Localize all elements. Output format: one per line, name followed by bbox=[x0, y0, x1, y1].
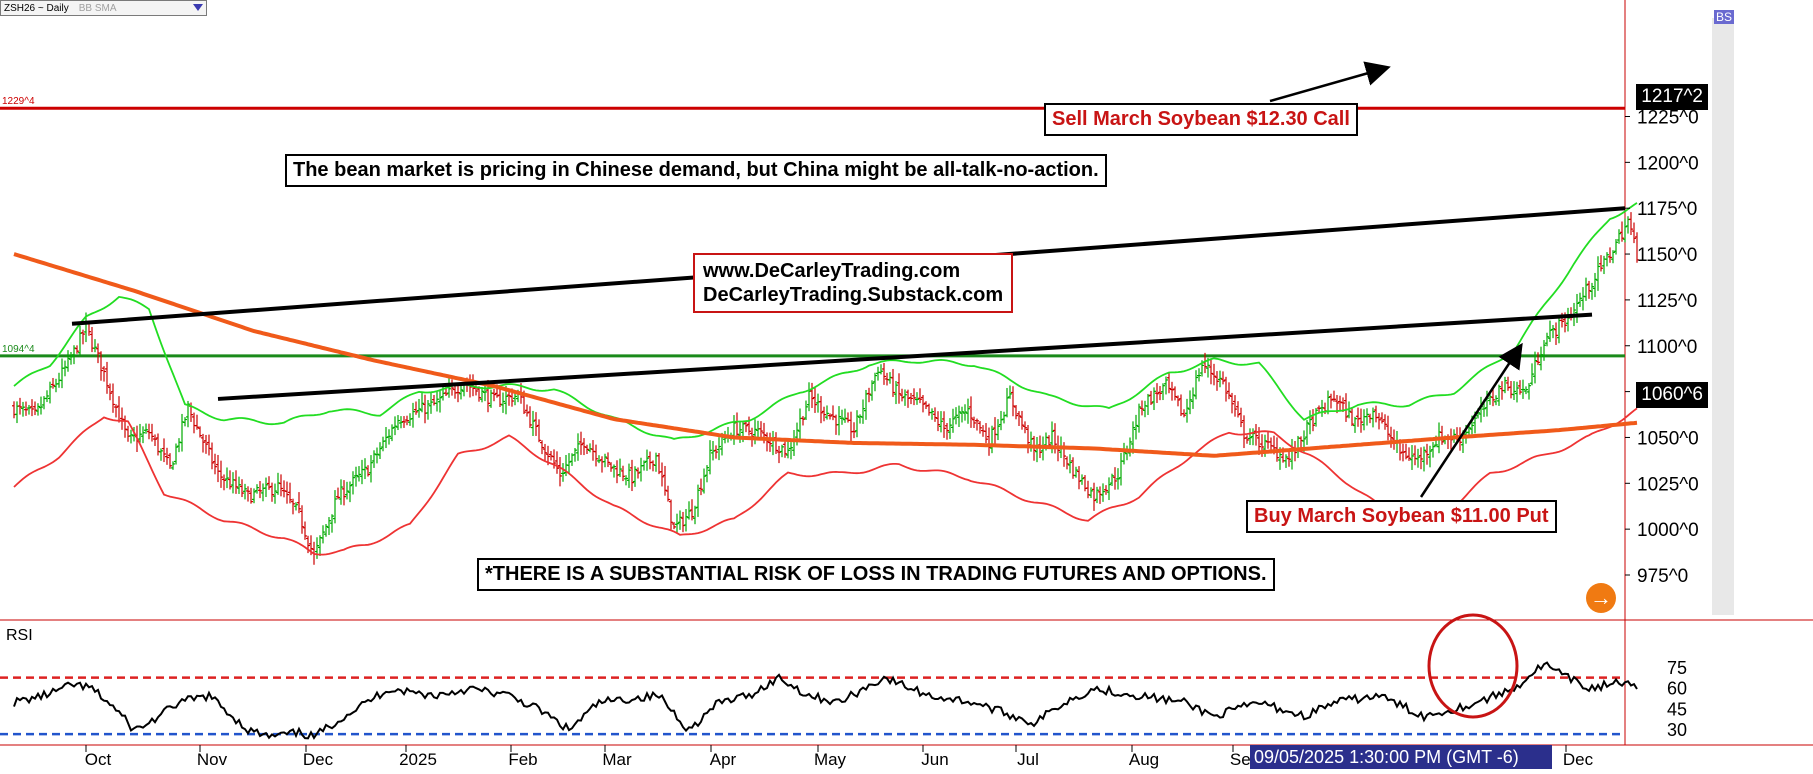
website-box: www.DeCarleyTrading.com DeCarleyTrading.… bbox=[693, 253, 1014, 313]
y-tick-label-10: 1225^0 bbox=[1637, 108, 1699, 129]
sell-call-label: Sell March Soybean $12.30 Call bbox=[1044, 103, 1358, 136]
rsi-tick-label-2: 60 bbox=[1667, 679, 1687, 699]
rsi-tick-label-0: 30 bbox=[1667, 720, 1687, 740]
y-tick-label-8: 1175^0 bbox=[1637, 199, 1697, 220]
x-tick-label-5: Mar bbox=[602, 750, 632, 769]
last-price-tag: 1217^2 bbox=[1636, 84, 1708, 110]
rsi-tick-label-3: 75 bbox=[1667, 658, 1687, 678]
x-tick-label-10: Aug bbox=[1129, 750, 1159, 769]
rsi-tick-label-1: 45 bbox=[1667, 699, 1687, 719]
symbol-label: ZSH26 ~ Daily bbox=[4, 3, 69, 14]
chevron-down-icon[interactable] bbox=[193, 4, 203, 11]
y-tick-label-2: 1025^0 bbox=[1637, 474, 1699, 495]
series-line-sma bbox=[13, 252, 1638, 458]
rsi-panel: RSI bbox=[0, 613, 1638, 740]
x-tick-label-8: Jun bbox=[921, 750, 948, 769]
series-line-bb_lower bbox=[13, 407, 1638, 556]
x-tick-label-2: Dec bbox=[303, 750, 334, 769]
annotation-arrows bbox=[1269, 61, 1523, 498]
scrollbar-track bbox=[1712, 18, 1734, 615]
risk-disclaimer: *THERE IS A SUBSTANTIAL RISK OF LOSS IN … bbox=[477, 558, 1275, 591]
study-lines bbox=[13, 202, 1638, 556]
y-tick-label-0: 975^0 bbox=[1637, 566, 1688, 587]
y-tick-label-1: 1000^0 bbox=[1637, 520, 1699, 541]
website-line-2: DeCarleyTrading.Substack.com bbox=[703, 284, 1004, 306]
arrow-right-icon[interactable]: → bbox=[1586, 583, 1616, 613]
x-tick-label-1: Nov bbox=[197, 750, 228, 769]
study-label: BB SMA bbox=[78, 3, 117, 14]
x-tick-label-6: Apr bbox=[710, 750, 737, 769]
website-line-1: www.DeCarleyTrading.com bbox=[703, 260, 961, 282]
crosshair-datetime: 09/05/2025 1:30:00 PM (GMT -6) bbox=[1250, 745, 1552, 769]
headline-label: The bean market is pricing in Chinese de… bbox=[285, 154, 1107, 187]
buy-put-arrow bbox=[1419, 342, 1523, 498]
price-tag-secondary: 1060^6 bbox=[1636, 382, 1708, 408]
symbol-selector[interactable]: ZSH26 ~ Daily BB SMA bbox=[0, 0, 207, 16]
y-tick-label-3: 1050^0 bbox=[1637, 428, 1699, 449]
trendline-1 bbox=[217, 312, 1593, 401]
x-tick-label-9: Jul bbox=[1017, 750, 1039, 769]
y-tick-label-6: 1125^0 bbox=[1637, 291, 1697, 312]
y-tick-label-7: 1150^0 bbox=[1637, 245, 1697, 266]
y-tick-label-5: 1100^0 bbox=[1637, 337, 1697, 358]
horizontal-line-label-1: 1094^4 bbox=[2, 344, 35, 355]
rsi-highlight-circle bbox=[1427, 613, 1519, 719]
bs-badge[interactable]: BS bbox=[1714, 10, 1735, 24]
rsi-title: RSI bbox=[6, 627, 33, 644]
x-tick-label-12: Dec bbox=[1563, 750, 1594, 769]
y-tick-label-9: 1200^0 bbox=[1637, 153, 1699, 174]
x-tick-label-4: Feb bbox=[508, 750, 537, 769]
x-tick-label-3: 2025 bbox=[399, 750, 437, 769]
rsi-line bbox=[13, 661, 1638, 740]
x-tick-label-7: May bbox=[814, 750, 847, 769]
horizontal-line-label-0: 1229^4 bbox=[2, 96, 35, 107]
buy-put-label: Buy March Soybean $11.00 Put bbox=[1246, 500, 1557, 533]
price-bars bbox=[12, 212, 1639, 565]
x-tick-label-0: Oct bbox=[85, 750, 112, 769]
sell-call-arrow bbox=[1269, 61, 1391, 103]
series-line-bb_upper bbox=[13, 202, 1638, 440]
